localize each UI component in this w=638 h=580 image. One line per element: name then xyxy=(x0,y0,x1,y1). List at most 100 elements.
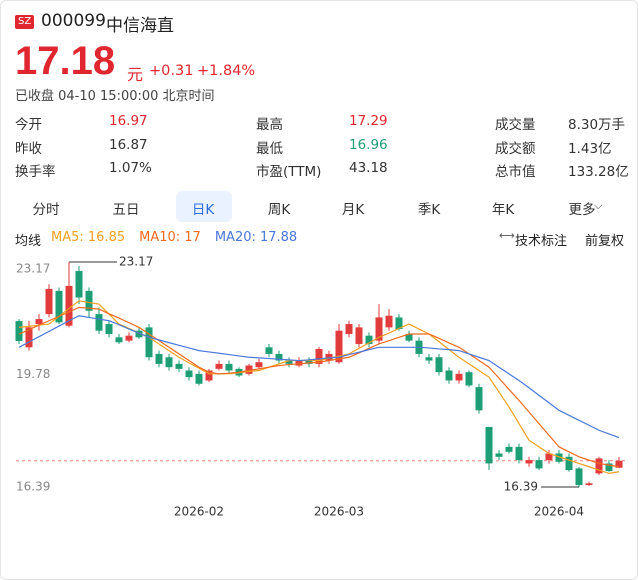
candle-body xyxy=(435,357,443,373)
candle-body xyxy=(75,270,83,298)
price-unit: 元 xyxy=(127,65,144,84)
candle-body xyxy=(345,324,353,335)
stat-value: 17.29 xyxy=(349,113,388,129)
candle-body xyxy=(85,290,93,311)
candle-body xyxy=(485,426,493,464)
ma-line xyxy=(18,315,620,439)
candle-body xyxy=(65,285,73,326)
stat-label: 昨收 xyxy=(15,140,42,157)
candle-body xyxy=(25,327,33,348)
tab[interactable]: 月K xyxy=(341,202,365,218)
stat-label: 成交额 xyxy=(495,140,536,157)
stat-label: 最低 xyxy=(256,140,283,157)
x-tick-label: 2026-04 xyxy=(534,505,584,519)
candle-body xyxy=(185,370,193,378)
stat-value: 8.30万手 xyxy=(568,117,626,133)
tool[interactable]: 技术标注 xyxy=(515,234,568,249)
tab[interactable]: 更多 xyxy=(568,202,596,218)
candle-body xyxy=(615,460,623,468)
candle-body xyxy=(55,290,63,323)
candle-body xyxy=(555,453,563,462)
low-label: 16.39 xyxy=(504,480,538,494)
candle-body xyxy=(195,373,203,384)
tab[interactable]: 五日 xyxy=(112,202,140,218)
stat-value: 16.87 xyxy=(109,136,148,153)
x-tick-label: 2026-02 xyxy=(174,505,224,519)
tab[interactable]: 季K xyxy=(417,202,441,218)
stat-label: 成交量 xyxy=(495,117,536,133)
candle-body xyxy=(605,463,613,472)
candle-body xyxy=(575,468,583,486)
candle-body xyxy=(175,363,183,369)
tool[interactable]: 前复权 xyxy=(585,234,625,249)
candle-body xyxy=(155,353,163,364)
candle-body xyxy=(15,321,23,341)
candle-body xyxy=(425,357,433,361)
y-tick-label: 19.78 xyxy=(16,367,50,381)
price: 17.18 xyxy=(15,39,116,83)
candle-body xyxy=(545,453,553,461)
candle-body xyxy=(245,365,253,374)
candle-body xyxy=(285,360,293,364)
stat-value: 43.18 xyxy=(349,160,388,176)
candle-body xyxy=(35,319,43,325)
candle-body xyxy=(535,460,543,469)
change-pct: +1.84% xyxy=(197,63,256,79)
candle-body xyxy=(95,314,103,331)
candle-body xyxy=(115,337,123,343)
candle-body xyxy=(505,446,513,452)
stat-value: 1.43亿 xyxy=(568,140,612,157)
status: 已收盘 04-10 15:00:00 北京时间 xyxy=(15,89,215,104)
tab[interactable]: 日K xyxy=(191,202,215,218)
indicator-label: 均线 xyxy=(15,234,42,249)
candle-body xyxy=(265,347,273,354)
candle-body xyxy=(445,370,453,381)
stat-label: 换手率 xyxy=(15,164,56,180)
y-tick-label: 16.39 xyxy=(16,480,50,494)
ma-line xyxy=(18,306,620,468)
tab[interactable]: 年K xyxy=(491,202,515,218)
candle-body xyxy=(225,363,233,371)
market-badge: SZ xyxy=(15,15,35,29)
stat-label: 最高 xyxy=(256,117,283,133)
tool-icon: ⟷ xyxy=(499,229,515,242)
candle-body xyxy=(125,335,133,341)
legend-entry: MA10: 17 xyxy=(139,230,201,245)
stat-value: 16.97 xyxy=(109,113,148,129)
candle-body xyxy=(165,357,173,368)
stat-label: 市盈(TTM) xyxy=(256,164,322,180)
candle-body xyxy=(315,348,323,364)
tab-arrow: ⌵ xyxy=(594,199,603,212)
legend-entry: MA5: 16.85 xyxy=(51,230,126,245)
y-tick-label: 23.17 xyxy=(16,262,50,276)
candle-body xyxy=(295,360,303,366)
candle-body xyxy=(395,317,403,330)
stock-name: 中信海直 xyxy=(106,16,174,36)
candle-body xyxy=(275,353,283,361)
candle-body xyxy=(105,324,113,335)
legend-entry: MA20: 17.88 xyxy=(214,230,298,245)
candle-body xyxy=(205,370,213,381)
stat-value: 1.07% xyxy=(109,160,152,176)
candle-body xyxy=(325,353,333,361)
candle-body xyxy=(455,373,463,381)
candle-body xyxy=(385,315,393,328)
candle-body xyxy=(145,327,153,358)
tab[interactable]: 周K xyxy=(267,202,291,218)
candle-body xyxy=(45,288,53,315)
candle-body xyxy=(405,334,413,341)
candle-body xyxy=(355,327,363,344)
candle-body xyxy=(475,387,483,411)
candle-body xyxy=(525,460,533,464)
candle-body xyxy=(515,446,523,461)
x-tick-label: 2026-03 xyxy=(314,505,364,519)
stat-value: 16.96 xyxy=(349,136,388,153)
tab[interactable]: 分时 xyxy=(32,202,60,218)
candle-body xyxy=(135,330,143,338)
high-label: 23.17 xyxy=(119,255,153,269)
candle-body xyxy=(335,330,343,363)
candle-body xyxy=(465,372,473,386)
change: +0.31 xyxy=(149,63,194,79)
